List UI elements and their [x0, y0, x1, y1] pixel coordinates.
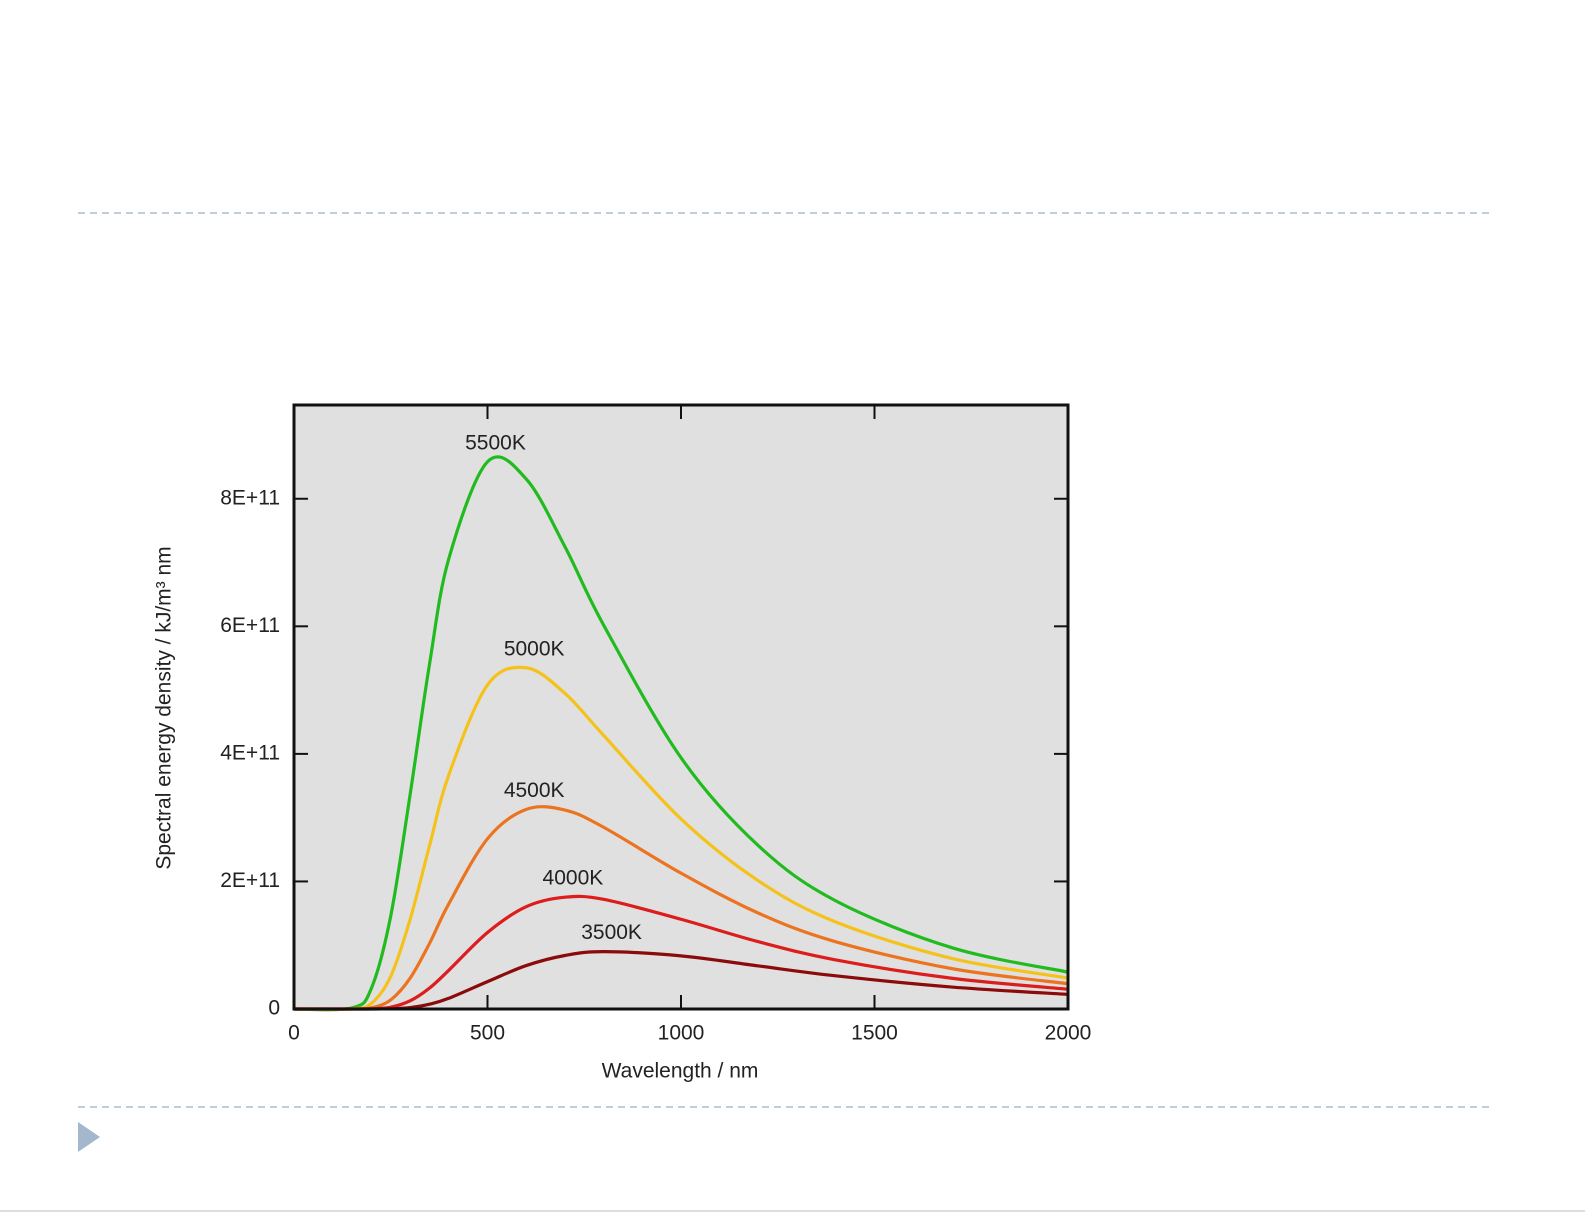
series-line	[293, 455, 1069, 1012]
x-axis-label: Wavelength / nm	[602, 1060, 759, 1083]
y-tick-label: 0	[268, 997, 280, 1020]
x-tick-label: 500	[470, 1022, 505, 1045]
series-label: 4500K	[504, 779, 565, 802]
y-tick-label: 2E+11	[220, 869, 280, 892]
x-tick-label: 1000	[658, 1022, 705, 1045]
series-label: 3500K	[581, 921, 642, 944]
x-tick-label: 0	[288, 1022, 300, 1045]
x-tick-label: 1500	[851, 1022, 898, 1045]
y-tick-label: 4E+11	[220, 741, 280, 764]
y-tick-label: 8E+11	[220, 486, 280, 509]
x-tick-label: 2000	[1045, 1022, 1092, 1045]
series-label: 4000K	[543, 867, 604, 890]
y-axis-label: Spectral energy density / kJ/m³ nm	[153, 546, 176, 869]
series-label: 5000K	[504, 637, 565, 660]
series-label: 5500K	[465, 431, 526, 454]
plot-frame	[292, 403, 1070, 1011]
chart: 0 500 1000 1500 2000 0 2E+11 4E+11 6E+11 8E+11 550…	[220, 403, 1092, 1045]
y-tick-label: 6E+11	[220, 614, 280, 637]
series-line	[293, 805, 1069, 1011]
series-line	[293, 665, 1069, 1011]
slide-bullet	[78, 1122, 100, 1152]
